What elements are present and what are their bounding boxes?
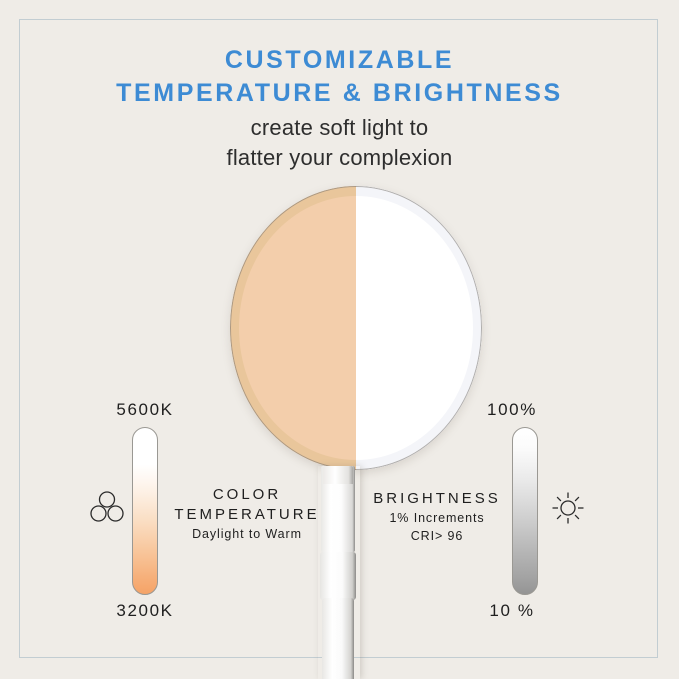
brightness-min-label: 10 % bbox=[489, 601, 535, 620]
color-temperature-min-label: 3200K bbox=[116, 601, 174, 620]
stand-hinge bbox=[320, 552, 356, 600]
page-subtitle: create soft light to flatter your comple… bbox=[0, 113, 679, 173]
color-temperature-max-label: 5600K bbox=[116, 400, 174, 419]
brightness-title: BRIGHTNESS bbox=[373, 490, 501, 507]
brightness-slider[interactable] bbox=[512, 427, 538, 595]
ring-light-diffuser bbox=[239, 196, 473, 460]
brightness-subtitle-line-1: 1% Increments bbox=[389, 511, 485, 525]
color-temperature-title-line-1: COLOR bbox=[212, 486, 282, 503]
stand-column bbox=[322, 598, 354, 679]
color-temperature-subtitle: Daylight to Warm bbox=[192, 527, 302, 541]
color-temperature-slider[interactable] bbox=[132, 427, 158, 595]
ring-light-stand bbox=[318, 466, 360, 679]
page-subtitle-line-1: create soft light to bbox=[250, 115, 429, 140]
page-title: CUSTOMIZABLE TEMPERATURE & BRIGHTNESS bbox=[0, 44, 679, 110]
page-title-line-2: TEMPERATURE & BRIGHTNESS bbox=[116, 79, 563, 107]
brightness-max-label: 100% bbox=[487, 400, 537, 419]
diffuser-warm-half bbox=[239, 196, 356, 460]
color-circles-icon bbox=[88, 489, 126, 530]
color-temperature-label-block: COLOR TEMPERATURE Daylight to Warm bbox=[173, 485, 321, 543]
diffuser-cool-half bbox=[356, 196, 473, 460]
page-subtitle-line-2: flatter your complexion bbox=[226, 145, 453, 170]
sun-icon bbox=[550, 490, 586, 531]
brightness-track[interactable] bbox=[512, 427, 538, 595]
page-title-line-1: CUSTOMIZABLE bbox=[224, 46, 455, 74]
stand-neck-top bbox=[323, 466, 353, 484]
color-temperature-track[interactable] bbox=[132, 427, 158, 595]
color-temperature-title-line-2: TEMPERATURE bbox=[174, 506, 320, 523]
ring-light-head bbox=[220, 178, 492, 480]
brightness-subtitle-line-2: CRI> 96 bbox=[410, 529, 464, 543]
brightness-label-block: BRIGHTNESS 1% Increments CRI> 96 bbox=[367, 489, 507, 545]
